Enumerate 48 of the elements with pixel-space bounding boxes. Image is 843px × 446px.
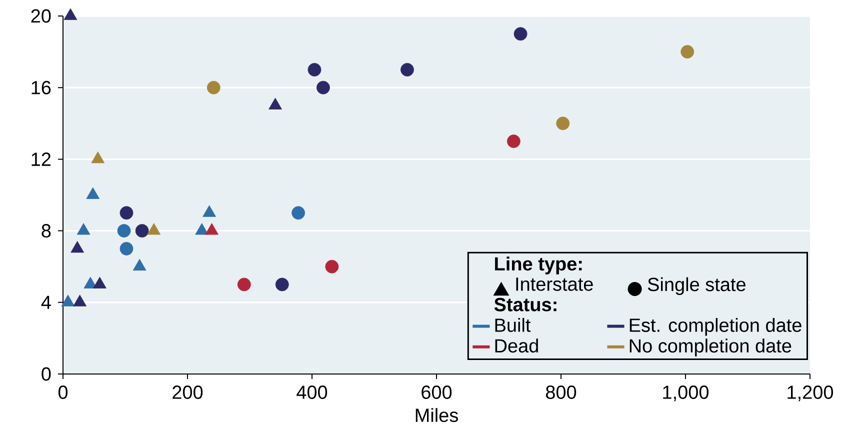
point [514,27,528,41]
point [308,62,322,76]
y-tick-label: 16 [32,80,51,94]
point [202,205,216,217]
y-tick-label: 4 [41,296,51,309]
x-tick-label: 1,000 [663,386,709,402]
annotation: Single state [648,277,746,295]
point [120,206,134,220]
point [93,276,106,288]
x-tick-label: 0 [58,386,68,399]
point [120,242,134,256]
point [195,223,209,235]
point [73,294,87,306]
point [205,223,218,235]
point [316,80,330,94]
point [292,206,306,220]
annotation: Interstate [516,278,593,291]
point [132,258,146,271]
point [76,223,90,235]
x-tick-label: 200 [172,386,203,399]
point [61,294,75,306]
point [400,62,414,76]
y-tick-label: 20 [31,9,51,23]
point [680,45,694,58]
point [506,134,520,148]
point [70,240,84,253]
y-tick-label: 0 [42,367,51,381]
legend-title: Status: [494,298,556,312]
x-tick-label: 1,200 [788,386,834,402]
point [86,187,100,199]
point [147,223,161,235]
point [91,151,105,164]
x-tick-label: 400 [296,386,328,399]
annotation: Line type: [495,256,582,274]
point [206,80,220,94]
point [117,224,131,238]
y-tick-label: 8 [42,224,51,238]
legend-label: No completion date [630,338,792,356]
legend-label: Dead [495,338,538,353]
point [556,116,570,130]
point [135,224,149,238]
y-tick-label: 12 [32,152,51,166]
legend-label: Built [495,318,531,332]
x-tick-label: 600 [422,386,452,399]
x-tick-label: 800 [546,386,576,399]
point [325,260,339,274]
legend-label: Est. completion date [630,318,802,336]
x-axis-title: Miles [416,408,458,422]
